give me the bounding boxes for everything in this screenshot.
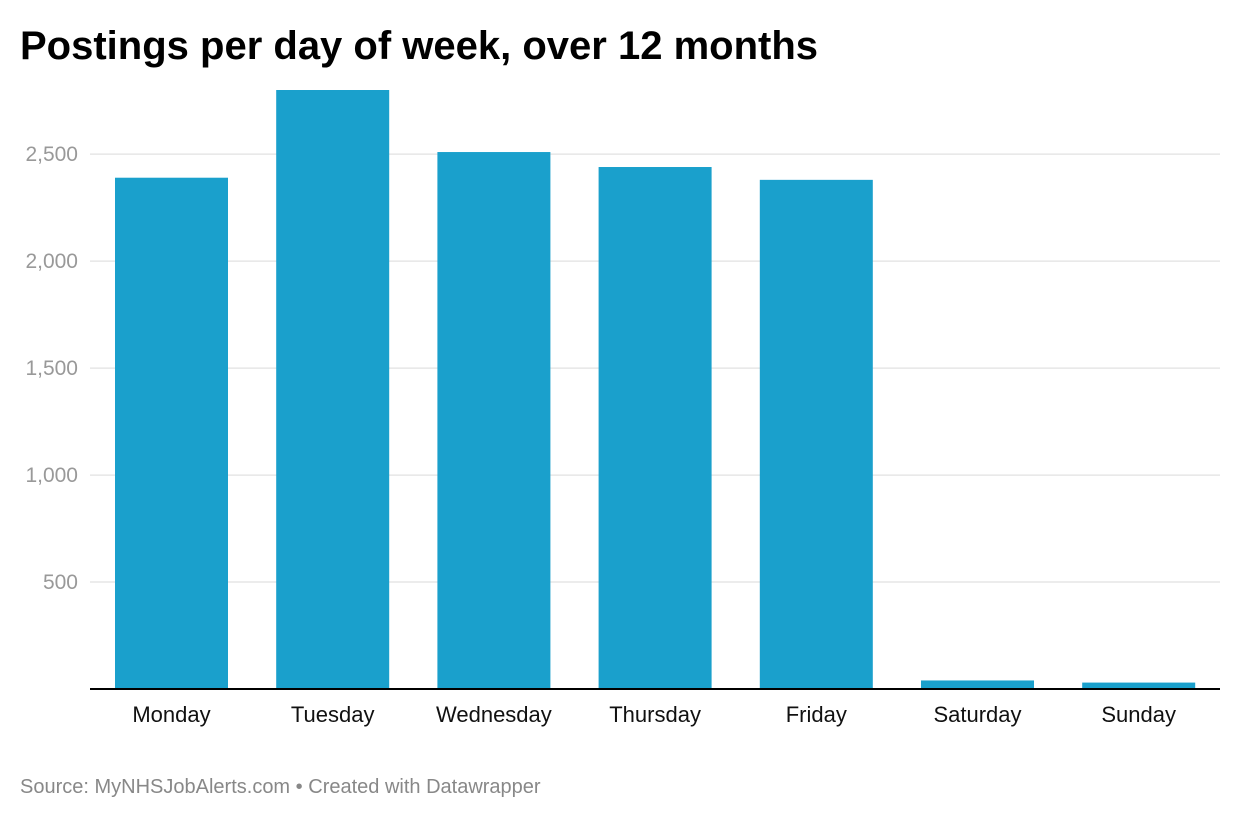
footer-separator: •: [295, 776, 303, 798]
bar-wednesday: [437, 152, 551, 689]
y-tick-label: 1,000: [25, 464, 78, 487]
x-category-label: Friday: [786, 702, 847, 727]
bar-sunday: [1082, 682, 1196, 689]
source-name: MyNHSJobAlerts.com: [94, 776, 291, 798]
x-category-label: Wednesday: [436, 702, 552, 727]
x-category-label: Thursday: [609, 702, 701, 727]
bar-saturday: [921, 680, 1034, 689]
bars: [115, 90, 1196, 690]
source-label: Source:: [20, 776, 89, 798]
x-axis-category-labels: Monday Tuesday Wednesday Thursday Friday Satu…: [132, 702, 1176, 727]
chart-title: Postings per day of week, over 12 months: [20, 24, 819, 68]
x-category-label: Saturday: [933, 702, 1021, 727]
bar-monday: [115, 177, 228, 690]
chart-footer: Source: MyNHSJobAlerts.com • Created wit…: [20, 773, 541, 801]
x-category-label: Tuesday: [291, 702, 375, 727]
x-category-label: Monday: [132, 702, 210, 727]
y-tick-label: 1,500: [25, 357, 78, 380]
bar-friday: [759, 179, 873, 689]
y-tick-label: 2,000: [25, 250, 78, 273]
y-tick-label: 2,500: [25, 143, 78, 166]
bar-thursday: [598, 167, 712, 689]
y-tick-label: 500: [43, 571, 78, 594]
y-axis-tick-labels: 500 1,000 1,500 2,000 2,500: [25, 143, 78, 594]
x-category-label: Sunday: [1101, 702, 1176, 727]
bar-tuesday: [276, 90, 390, 689]
datawrapper-credit: Created with Datawrapper: [308, 776, 541, 798]
bar-chart: 500 1,000 1,500 2,000 2,500 Monday Tuesday Wed…: [25, 90, 1220, 727]
